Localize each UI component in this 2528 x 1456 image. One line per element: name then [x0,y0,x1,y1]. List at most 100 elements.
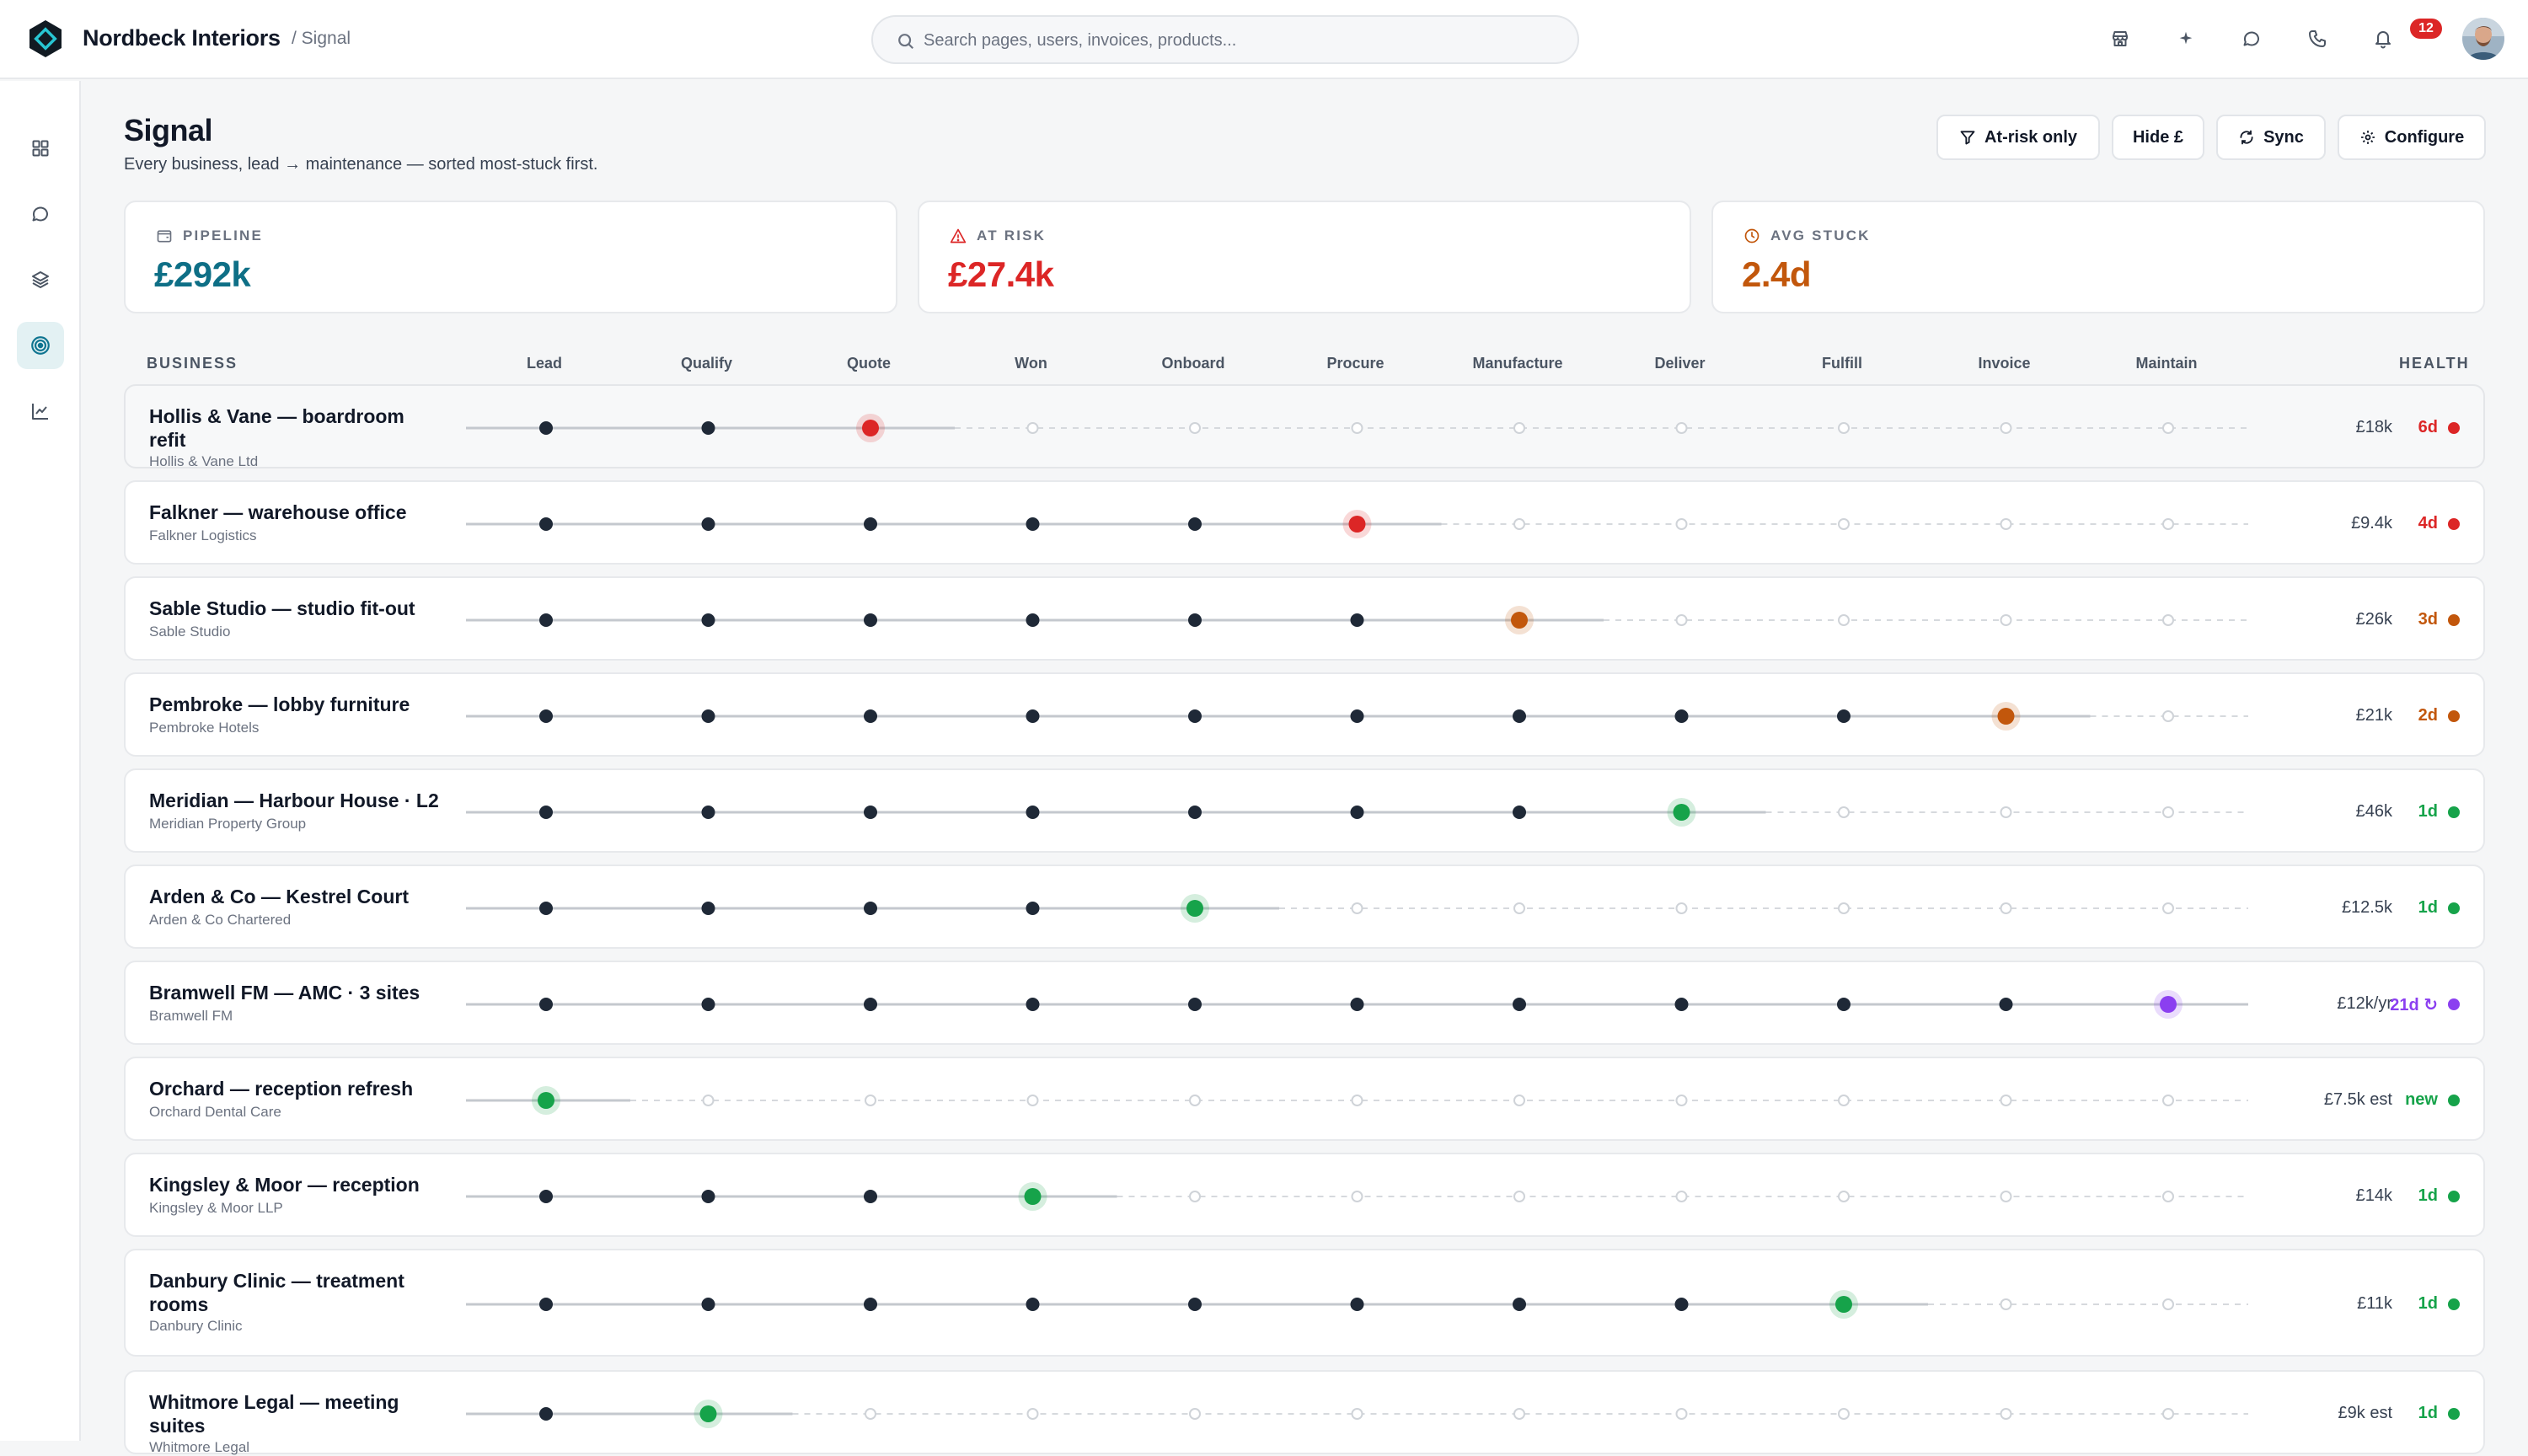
stage-track [466,606,2248,634]
stage-track [466,798,2248,827]
top-bar: Nordbeck Interiors / Signal 12 [0,0,2528,79]
sidebar-item-messages[interactable] [17,190,64,238]
page-subtitle: Every business, lead → maintenance — sor… [124,155,598,174]
chat-icon[interactable] [2238,25,2265,52]
stage-pending-dot [1351,902,1363,914]
stage-done-dot [1350,806,1364,819]
days-stuck: 3d [2418,610,2438,629]
stage-done-dot [864,1190,877,1203]
bell-icon[interactable] [2370,25,2397,52]
sidebar-item-signal[interactable] [17,322,64,369]
stage-done-dot [539,709,553,723]
search-input[interactable] [924,24,1564,57]
gear-icon [2360,131,2375,144]
sync-icon [2240,130,2253,145]
stage-done-dot [701,902,715,915]
company-name: Whitmore Legal [149,1439,250,1455]
stage-done-dot [539,998,553,1011]
brand-logo[interactable] [25,19,66,59]
breadcrumb[interactable]: / Signal [292,29,351,48]
search-bar[interactable] [871,15,1579,64]
wallet-icon [157,230,172,243]
at-risk-value: £27.4k [948,254,1054,294]
stage-pending-dot [702,1095,715,1106]
stage-column-header: Procure [1326,355,1385,372]
stage-track [466,1182,2248,1211]
days-stuck: 2d [2418,706,2438,725]
pipeline-row[interactable]: Kingsley & Moor — reception Kingsley & Mo… [124,1153,2485,1237]
days-stuck: 6d [2418,418,2438,436]
sidebar-item-layers[interactable] [17,256,64,303]
sparkle-icon[interactable] [2172,25,2199,52]
configure-button[interactable]: Configure [2338,115,2486,160]
layers-icon [32,271,49,288]
days-stuck: new [2405,1090,2438,1109]
company-name: Arden & Co Chartered [149,912,292,928]
sync-button[interactable]: Sync [2216,115,2326,160]
stage-pending-dot [1838,1095,1850,1106]
stage-pending-dot [1675,1408,1688,1420]
stage-pending-dot [2162,614,2174,626]
pipeline-row[interactable]: Hollis & Vane — boardroom refit Hollis & … [124,384,2485,469]
stage-pending-dot [2162,1191,2174,1202]
pipeline-row[interactable]: Whitmore Legal — meeting suites Whitmore … [124,1370,2485,1455]
pipeline-row[interactable]: Bramwell FM — AMC · 3 sites Bramwell FM £1… [124,961,2485,1045]
health-dot [2448,614,2460,626]
pipeline-row[interactable]: Orchard — reception refresh Orchard Denta… [124,1057,2485,1141]
stage-done-dot [864,709,877,723]
stage-column-header: Fulfill [1822,355,1862,372]
pipeline-row[interactable]: Arden & Co — Kestrel Court Arden & Co Cha… [124,864,2485,949]
stage-pending-dot [1838,902,1850,914]
filter-icon [1960,131,1975,145]
business-name: Whitmore Legal — meeting suites [149,1391,399,1437]
stage-done-dot [1837,709,1850,723]
user-avatar[interactable] [2462,18,2504,60]
pipeline-row[interactable]: Meridian — Harbour House · L2 Meridian Pr… [124,768,2485,853]
stage-done-dot [1350,998,1364,1011]
brand-name[interactable]: Nordbeck Interiors [83,25,281,51]
stage-pending-dot [2000,1095,2012,1106]
deal-value: £11k [2357,1294,2392,1313]
pipeline-row[interactable]: Danbury Clinic — treatment rooms Danbury … [124,1249,2485,1357]
stage-done-dot [1188,709,1202,723]
stage-done-dot [1350,709,1364,723]
hide-currency-button[interactable]: Hide £ [2112,115,2204,160]
stage-done-dot [1026,1298,1040,1311]
pipeline-row[interactable]: Falkner — warehouse office Falkner Logist… [124,480,2485,565]
stage-done-dot [1026,613,1040,627]
stage-pending-dot [865,1095,876,1106]
health-dot [2448,422,2460,434]
stage-done-dot [701,709,715,723]
at-risk-only-button[interactable]: At-risk only [1936,115,2100,160]
stage-pending-dot [2162,902,2174,914]
stage-pending-dot [1513,1408,1525,1420]
stage-pending-dot [1026,422,1039,434]
phone-icon[interactable] [2304,25,2331,52]
stage-done-dot [1188,517,1202,531]
stage-pending-dot [2000,1191,2012,1202]
stage-done-dot [1188,806,1202,819]
stage-pending-dot [2000,422,2012,434]
stage-done-dot [539,1298,553,1311]
stage-done-dot [539,1190,553,1203]
stage-done-dot [1350,613,1364,627]
business-name: Hollis & Vane — boardroom refit [149,405,404,451]
deal-value: £12.5k [2341,898,2392,917]
business-name: Arden & Co — Kestrel Court [149,886,409,907]
stage-done-dot [864,1298,877,1311]
pipeline-row[interactable]: Pembroke — lobby furniture Pembroke Hotel… [124,672,2485,757]
stage-done-dot [864,613,877,627]
pipeline-row[interactable]: Sable Studio — studio fit-out Sable Studi… [124,576,2485,661]
hide-currency-label: Hide £ [2132,127,2184,147]
stage-done-dot [1188,998,1202,1011]
stage-pending-dot [2000,518,2012,530]
warning-icon [950,228,967,244]
sidebar-item-dashboard[interactable] [17,125,64,172]
business-column-header: BUSINESS [147,355,238,372]
sidebar-item-analytics[interactable] [17,388,64,435]
current-stage-dot [1835,1296,1852,1313]
store-icon[interactable] [2107,25,2134,52]
business-name: Falkner — warehouse office [149,501,407,523]
stage-pending-dot [1513,902,1525,914]
current-stage-dot [538,1092,554,1109]
